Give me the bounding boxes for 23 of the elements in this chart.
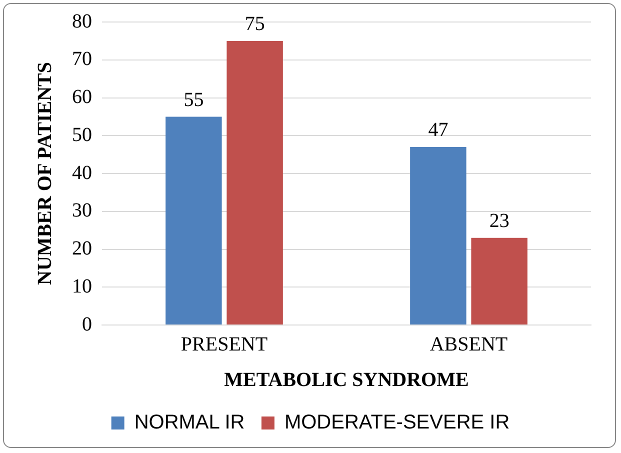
data-label: 75	[244, 13, 265, 36]
bar	[471, 238, 528, 324]
legend-label: MODERATE-SEVERE IR	[284, 412, 510, 434]
x-tick-label: ABSENT	[430, 333, 508, 356]
y-tick-label: 20	[72, 238, 92, 260]
x-tick-label: PRESENT	[180, 333, 268, 356]
y-tick-label: 60	[72, 86, 92, 108]
bar	[410, 146, 466, 324]
y-tick-label: 0	[82, 313, 92, 336]
data-label: 55	[184, 88, 204, 111]
y-tick-label: 10	[72, 275, 92, 298]
y-tick-label: 30	[72, 200, 92, 222]
y-tick-label: 40	[72, 162, 92, 184]
y-tick-label: 70	[72, 48, 92, 70]
legend-label: NORMAL IR	[134, 412, 245, 434]
bar	[226, 40, 283, 324]
x-axis-title: METABOLIC SYNDROME	[224, 369, 469, 392]
bar	[166, 116, 222, 324]
y-axis-title: NUMBER OF PATIENTS	[34, 62, 56, 285]
data-label: 23	[489, 210, 510, 232]
y-tick-label: 50	[72, 124, 92, 146]
y-tick-label: 80	[72, 10, 92, 32]
data-label: 47	[428, 119, 448, 142]
